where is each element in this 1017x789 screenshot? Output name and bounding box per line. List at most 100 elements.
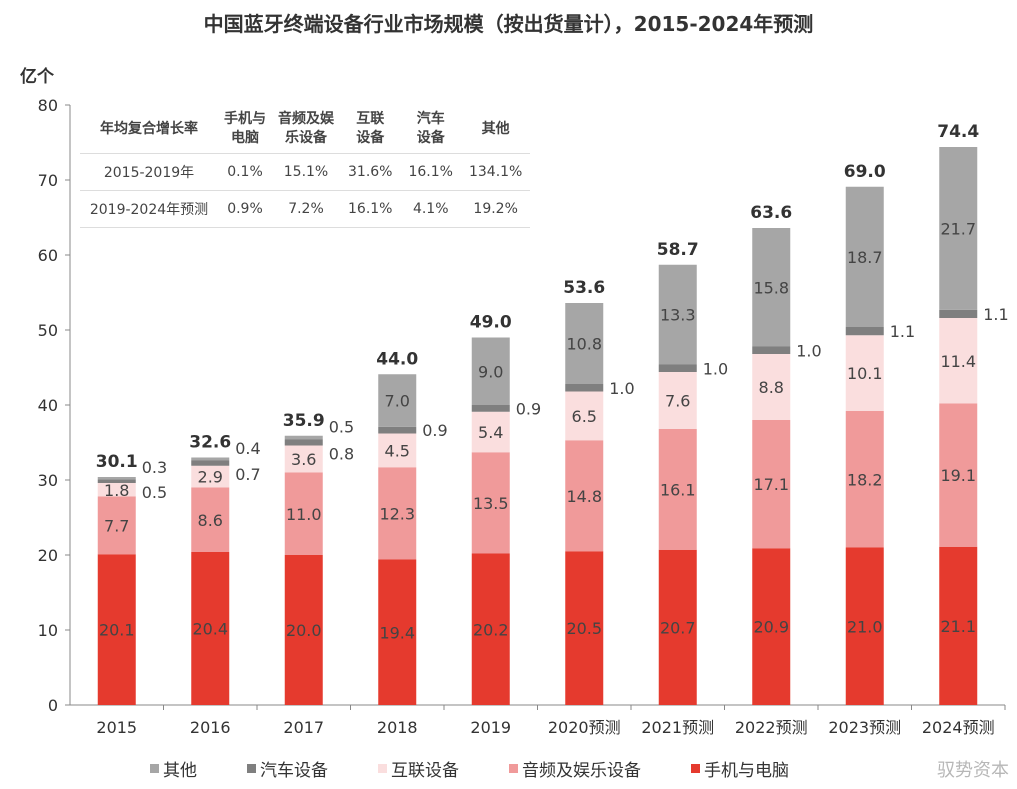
table-cell: 2019-2024年预测: [80, 190, 218, 228]
data-label: 14.8: [566, 487, 602, 506]
data-label: 4.5: [385, 441, 410, 460]
data-label: 21.1: [940, 617, 976, 636]
bar-segment: [845, 547, 884, 705]
bar-segment: [845, 327, 884, 336]
data-label: 10.8: [566, 335, 602, 354]
data-label: 6.5: [572, 407, 597, 426]
data-label: 1.1: [983, 305, 1008, 324]
bar-segment: [565, 391, 604, 441]
y-tick-label: 10: [38, 621, 58, 640]
table-cell: 31.6%: [340, 153, 401, 191]
data-label: 21.7: [940, 219, 976, 238]
y-tick-label: 30: [38, 471, 58, 490]
data-label: 0.5: [329, 418, 354, 437]
total-label: 58.7: [657, 240, 699, 260]
bar-segment: [752, 346, 791, 354]
bar-segment: [284, 472, 323, 555]
legend-label: 手机与电脑: [704, 761, 789, 781]
data-label: 19.4: [379, 623, 415, 642]
x-tick-label: 2020预测: [548, 718, 621, 737]
legend-label: 互联设备: [391, 761, 459, 781]
table-header: 其他: [460, 105, 531, 154]
data-label: 13.5: [473, 494, 509, 513]
table-cell: 15.1%: [272, 153, 340, 191]
legend-item: 互联设备: [378, 756, 459, 781]
data-label: 1.0: [796, 341, 821, 360]
data-label: 0.5: [142, 483, 167, 502]
table-header: 年均复合增长率: [80, 105, 218, 154]
bar-segment: [939, 403, 978, 547]
table-cell: 7.2%: [272, 190, 340, 228]
x-tick-label: 2015: [96, 718, 137, 737]
table-cell: 2015-2019年: [80, 153, 218, 191]
total-label: 74.4: [937, 122, 979, 142]
data-label: 1.8: [104, 481, 129, 500]
bar-segment: [191, 487, 230, 552]
data-label: 19.1: [940, 466, 976, 485]
bar-segment: [565, 551, 604, 705]
legend-swatch: [378, 764, 387, 773]
bar-segment: [378, 433, 417, 468]
legend-label: 汽车设备: [260, 761, 328, 781]
bar-segment: [565, 440, 604, 552]
legend-label: 音频及娱乐设备: [522, 761, 641, 781]
data-label: 20.7: [660, 618, 696, 637]
total-label: 63.6: [750, 203, 792, 223]
total-label: 44.0: [376, 349, 418, 369]
bar-segment: [378, 426, 417, 434]
data-label: 8.8: [759, 378, 784, 397]
data-label: 20.2: [473, 620, 509, 639]
bar-segment: [97, 483, 136, 497]
legend-item: 其他: [150, 756, 197, 781]
table-cell: 16.1%: [340, 190, 401, 228]
bar-segment: [284, 435, 323, 440]
bar-segment: [939, 318, 978, 404]
data-label: 0.9: [422, 421, 447, 440]
data-label: 15.8: [753, 278, 789, 297]
bar-segment: [752, 354, 791, 420]
y-tick-label: 20: [38, 546, 58, 565]
bar-segment: [845, 335, 884, 411]
data-label: 0.9: [516, 399, 541, 418]
cagr-table: 年均复合增长率 手机与 电脑 音频及娱 乐设备 互联 设备 汽车 设备 其他 2015-2019年 0…: [80, 105, 531, 228]
bar-segment: [939, 546, 978, 705]
data-label: 18.2: [847, 470, 883, 489]
data-label: 8.6: [198, 511, 223, 530]
total-label: 49.0: [470, 313, 512, 333]
bar-segment: [565, 384, 604, 392]
x-tick-label: 2021预测: [641, 718, 714, 737]
legend-swatch: [150, 764, 159, 773]
data-label: 12.3: [379, 504, 415, 523]
bar-segment: [191, 552, 230, 705]
table-row: 2015-2019年 0.1% 15.1% 31.6% 16.1% 134.1%: [80, 153, 531, 191]
bar-segment: [658, 372, 697, 429]
legend-item: 汽车设备: [247, 756, 328, 781]
bar-segment: [471, 405, 510, 412]
data-label: 1.1: [890, 322, 915, 341]
bar-segment: [471, 553, 510, 705]
table-cell: 4.1%: [400, 190, 461, 228]
total-label: 53.6: [563, 278, 605, 298]
y-tick-label: 50: [38, 321, 58, 340]
data-label: 11.4: [940, 352, 976, 371]
table-row: 2019-2024年预测 0.9% 7.2% 16.1% 4.1% 19.2%: [80, 190, 531, 228]
bar-segment: [284, 445, 323, 473]
bar-segment: [752, 548, 791, 705]
table-header: 互联 设备: [340, 105, 401, 154]
bar-segment: [284, 555, 323, 705]
data-label: 18.7: [847, 248, 883, 267]
data-label: 3.6: [291, 450, 316, 469]
data-label: 2.9: [198, 468, 223, 487]
data-label: 20.0: [286, 621, 322, 640]
bar-segment: [752, 228, 791, 347]
table-cell: 19.2%: [460, 190, 531, 228]
bar-segment: [191, 465, 230, 488]
table-cell: 0.9%: [218, 190, 272, 228]
bar-segment: [471, 452, 510, 554]
bar-segment: [939, 309, 978, 318]
data-label: 7.7: [104, 516, 129, 535]
bar-segment: [845, 411, 884, 548]
bar-segment: [752, 420, 791, 549]
bar-segment: [939, 147, 978, 310]
data-label: 13.3: [660, 306, 696, 325]
